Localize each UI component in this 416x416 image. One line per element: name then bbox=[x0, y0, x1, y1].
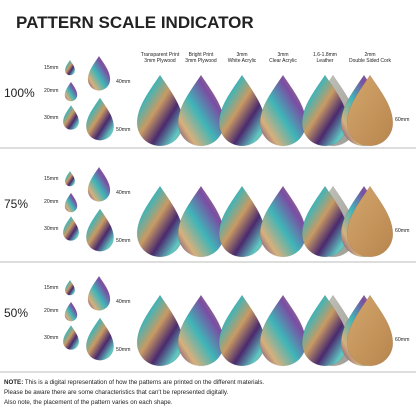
size-label: 15mm bbox=[44, 176, 58, 182]
column-header: White Acrylic bbox=[228, 58, 257, 64]
column-header: 3mm bbox=[277, 52, 288, 58]
teardrop bbox=[64, 192, 78, 213]
teardrop bbox=[65, 170, 75, 187]
teardrop bbox=[86, 317, 114, 361]
row-label: 50% bbox=[4, 306, 28, 320]
teardrop bbox=[177, 294, 225, 367]
row-label: 75% bbox=[4, 197, 28, 211]
teardrop bbox=[87, 275, 111, 311]
column-header: 2mm bbox=[364, 52, 375, 58]
size-label: 15mm bbox=[44, 65, 58, 71]
teardrop bbox=[136, 294, 184, 367]
note-line: Please be aware there are some character… bbox=[4, 389, 229, 396]
size-label: 60mm bbox=[395, 337, 409, 343]
note-lead: NOTE: bbox=[4, 379, 23, 386]
teardrop bbox=[63, 216, 79, 241]
column-header: Double Sided Cork bbox=[349, 58, 391, 64]
teardrop bbox=[177, 185, 225, 258]
size-label: 60mm bbox=[395, 117, 409, 123]
teardrop bbox=[259, 185, 307, 258]
teardrop bbox=[86, 97, 114, 141]
size-label: 15mm bbox=[44, 285, 58, 291]
teardrop bbox=[301, 185, 349, 258]
teardrop bbox=[86, 208, 114, 252]
size-label: 40mm bbox=[116, 190, 130, 196]
column-header: Clear Acrylic bbox=[269, 58, 297, 64]
note-line: NOTE: This is a digital representation o… bbox=[4, 379, 264, 386]
teardrop bbox=[218, 74, 266, 147]
teardrop bbox=[64, 301, 78, 322]
size-label: 20mm bbox=[44, 88, 58, 94]
column-header: Bright Print bbox=[189, 52, 214, 58]
teardrop bbox=[301, 294, 349, 367]
teardrop bbox=[87, 55, 111, 91]
size-label: 30mm bbox=[44, 335, 58, 341]
teardrop bbox=[259, 294, 307, 367]
teardrop bbox=[259, 74, 307, 147]
size-label: 50mm bbox=[116, 347, 130, 353]
teardrop bbox=[136, 74, 184, 147]
column-header: 3mm Plywood bbox=[185, 58, 217, 64]
title: PATTERN SCALE INDICATOR bbox=[16, 13, 254, 32]
column-header: Leather bbox=[317, 58, 334, 64]
teardrop bbox=[177, 74, 225, 147]
column-header: Transparent Print bbox=[141, 52, 180, 58]
teardrop bbox=[65, 279, 75, 296]
teardrop bbox=[63, 325, 79, 350]
column-header: 1.6-1.8mm bbox=[313, 52, 337, 58]
teardrop bbox=[63, 105, 79, 130]
size-label: 50mm bbox=[116, 127, 130, 133]
size-label: 30mm bbox=[44, 226, 58, 232]
size-label: 40mm bbox=[116, 299, 130, 305]
teardrop bbox=[346, 185, 394, 258]
note-text: This is a digital representation of how … bbox=[23, 379, 264, 386]
row-label: 100% bbox=[4, 86, 35, 100]
teardrop bbox=[136, 185, 184, 258]
teardrop bbox=[301, 74, 349, 147]
teardrop bbox=[64, 81, 78, 102]
size-label: 40mm bbox=[116, 79, 130, 85]
teardrop bbox=[65, 59, 75, 76]
teardrop bbox=[218, 185, 266, 258]
column-header: 3mm bbox=[236, 52, 247, 58]
teardrop bbox=[346, 294, 394, 367]
teardrop bbox=[87, 166, 111, 202]
teardrop bbox=[218, 294, 266, 367]
size-label: 30mm bbox=[44, 115, 58, 121]
size-label: 60mm bbox=[395, 228, 409, 234]
note-line: Also note, the placement of the pattern … bbox=[4, 399, 173, 406]
column-header: 3mm Plywood bbox=[144, 58, 176, 64]
size-label: 20mm bbox=[44, 308, 58, 314]
size-label: 50mm bbox=[116, 238, 130, 244]
teardrop bbox=[346, 74, 394, 147]
size-label: 20mm bbox=[44, 199, 58, 205]
